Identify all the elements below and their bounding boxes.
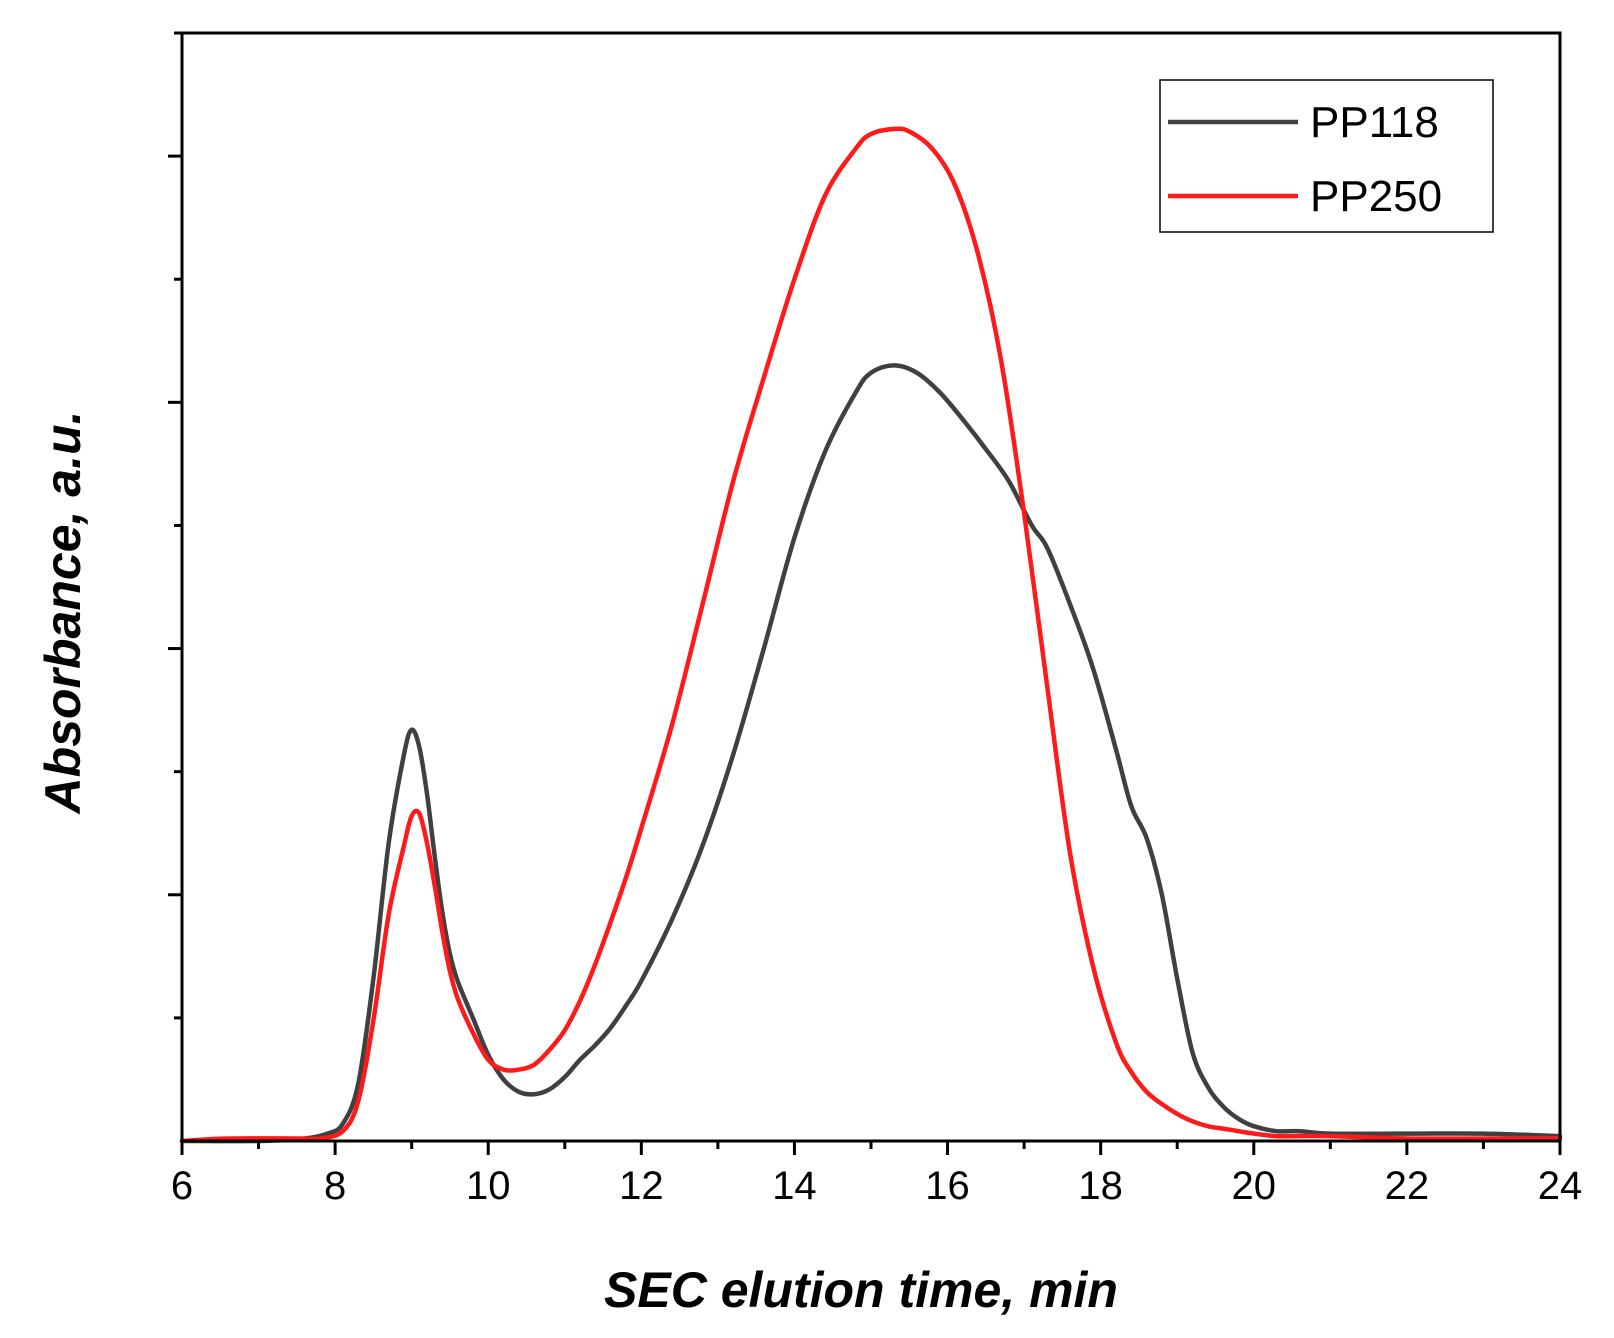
legend-label-pp118: PP118	[1310, 98, 1439, 147]
y-axis-title: Absorbance, a.u.	[35, 411, 91, 816]
series-layer	[179, 126, 1563, 1144]
x-tick-label: 22	[1385, 1164, 1430, 1208]
x-tick-label: 6	[171, 1164, 193, 1208]
x-tick-label: 16	[925, 1164, 970, 1208]
legend-box	[1159, 79, 1494, 233]
legend: PP118 PP250	[1159, 79, 1494, 233]
plot-area	[179, 126, 1563, 1144]
x-tick-label: 10	[466, 1164, 511, 1208]
x-tick-label: 24	[1538, 1164, 1583, 1208]
legend-label-pp250: PP250	[1310, 172, 1442, 221]
ticks-layer	[168, 31, 1562, 1155]
x-axis-title: SEC elution time, min	[604, 1262, 1118, 1318]
x-tick-label: 8	[324, 1164, 346, 1208]
x-tick-label: 14	[772, 1164, 817, 1208]
series-line-pp118	[179, 363, 1563, 1144]
x-tick-labels: 6 8 10 12 14 16 18 20 22 24	[171, 1164, 1582, 1208]
x-tick-label: 12	[619, 1164, 664, 1208]
series-line-pp250	[179, 126, 1563, 1144]
x-tick-label: 20	[1232, 1164, 1277, 1208]
x-tick-label: 18	[1078, 1164, 1123, 1208]
